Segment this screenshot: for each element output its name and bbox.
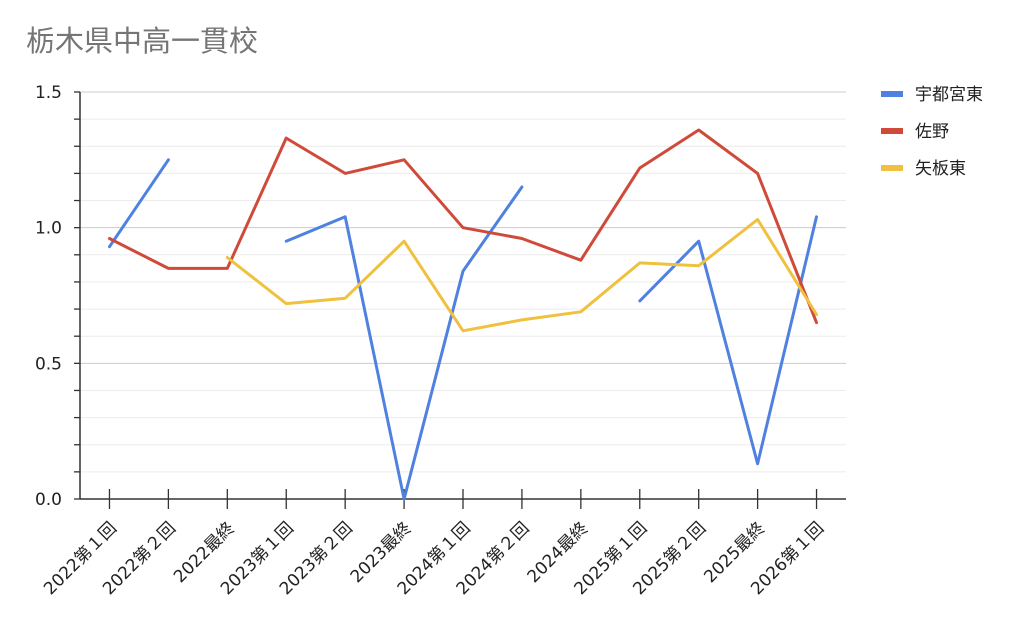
y-tick-label: 1.5 — [35, 83, 62, 103]
y-tick-label: 0.0 — [35, 490, 62, 510]
series-lines — [108, 128, 818, 501]
y-tick-label: 0.5 — [35, 354, 62, 374]
gridlines — [80, 91, 846, 473]
x-tick-labels: 2022第１回2022第２回2022最終2023第１回2023第２回2023最終… — [40, 518, 828, 599]
legend-label: 佐野 — [915, 122, 949, 142]
legend-label: 宇都宮東 — [915, 85, 983, 105]
series-line — [638, 215, 818, 466]
axes — [74, 91, 846, 509]
series-line — [225, 218, 818, 333]
y-tick-label: 1.0 — [35, 219, 62, 239]
series-line — [108, 128, 818, 325]
y-tick-labels: 0.0 0.5 1.0 1.5 — [35, 83, 62, 510]
chart-title: 栃木県中高一貫校 — [26, 24, 259, 58]
legend-label: 矢板東 — [915, 159, 966, 179]
series-line — [284, 185, 524, 501]
series-line — [108, 158, 170, 249]
